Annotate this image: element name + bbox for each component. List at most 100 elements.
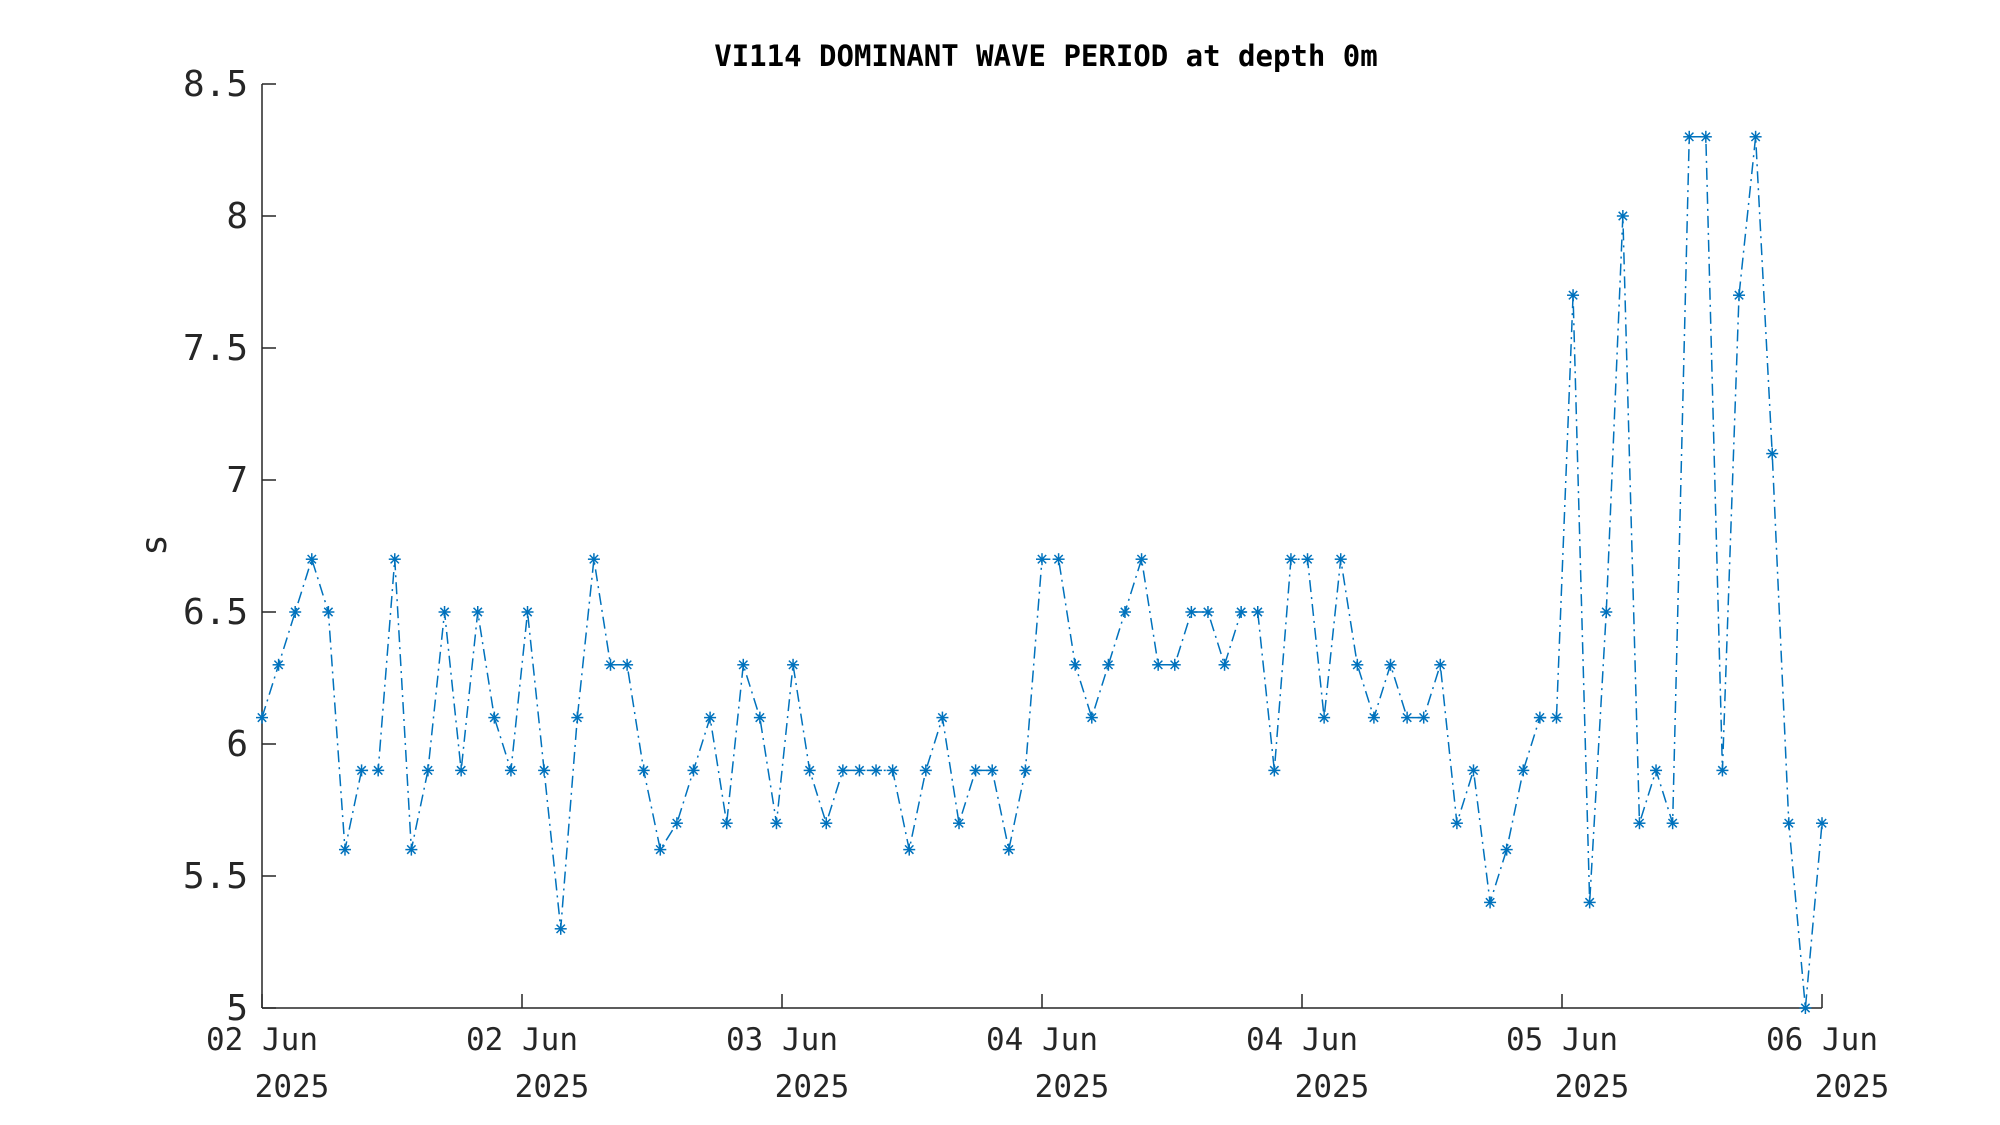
data-point [704,711,717,724]
data-point [1816,817,1828,830]
data-point [256,711,268,724]
data-point [1567,289,1580,302]
data-point [1517,764,1530,777]
data-point [1450,817,1463,830]
y-tick-label: 6.5 [183,592,248,633]
data-point [1766,447,1779,460]
data-point [919,764,932,777]
data-point [1484,896,1497,909]
x-tick-label-year: 2025 [1815,1069,1890,1105]
x-tick-label-year: 2025 [1295,1069,1370,1105]
x-tick-label-day: 04 Jun [1246,1022,1358,1058]
y-tick-label: 7.5 [183,328,248,369]
y-tick-label: 5 [226,988,248,1029]
data-point [1583,896,1596,909]
data-point [836,764,849,777]
data-point [820,817,833,830]
data-point [1152,658,1165,671]
data-point [737,658,750,671]
y-tick-label: 6 [226,724,248,765]
data-point [405,843,418,856]
data-point [886,764,899,777]
data-point [1434,658,1447,671]
data-point [1384,658,1397,671]
data-point [1218,658,1231,671]
x-tick-label-year: 2025 [775,1069,850,1105]
data-point [1351,658,1364,671]
data-point [1069,658,1082,671]
data-point [1085,711,1098,724]
data-point [571,711,584,724]
y-ticks: 5 5.5 6 6.5 7 7.5 8 8.5 [183,64,276,1029]
data-point [604,658,617,671]
data-point [504,764,517,777]
x-tick-label-day: 04 Jun [986,1022,1098,1058]
data-point [455,764,468,777]
data-point [1334,553,1347,566]
data-point [903,843,916,856]
y-tick-label: 7 [226,460,248,501]
data-point [1782,817,1795,830]
data-point [1650,764,1663,777]
data-point [1135,553,1148,566]
data-point [637,764,650,777]
x-tick-label-day: 05 Jun [1506,1022,1618,1058]
data-point [372,764,385,777]
data-point [1401,711,1414,724]
data-point [1168,658,1181,671]
x-tick-label-day: 02 Jun [206,1022,318,1058]
data-point [1367,711,1380,724]
data-point [554,922,567,935]
data-point [322,606,335,618]
axes [261,84,1822,1009]
data-point [770,817,783,830]
data-point [969,764,982,777]
data-point [1616,210,1629,222]
data-point [355,764,368,777]
data-point [1699,130,1712,143]
x-tick-label-year: 2025 [515,1069,590,1105]
x-ticks: 02 Jun 2025 02 Jun 2025 03 Jun 2025 04 Jun 2025… [206,994,1889,1105]
x-tick-label-day: 06 Jun [1766,1022,1878,1058]
data-point [1118,606,1131,618]
data-point [654,843,667,856]
data-point [587,553,600,566]
data-point [803,764,816,777]
series-line [261,136,1823,1009]
y-tick-label: 5.5 [183,856,248,897]
data-point [870,764,883,777]
data-point [1318,711,1331,724]
data-point [936,711,949,724]
data-point [438,606,451,618]
data-point [538,764,551,777]
data-point [1600,606,1613,618]
data-point [1417,711,1430,724]
data-point [986,764,999,777]
data-point [421,764,434,777]
data-point [1683,130,1696,143]
data-point [1201,606,1214,618]
data-point [1550,711,1563,724]
data-point [1301,553,1314,566]
data-point [720,817,733,830]
data-point [753,711,766,724]
data-point [953,817,966,830]
data-point [1716,764,1729,777]
data-point [1052,553,1065,566]
data-point [687,764,700,777]
data-point [1102,658,1115,671]
x-tick-label-year: 2025 [1555,1069,1630,1105]
data-point [1733,289,1746,302]
data-point [338,843,351,856]
data-point [1749,130,1762,143]
data-point [1799,1002,1812,1014]
data-point [787,658,800,671]
data-point [621,658,634,671]
x-tick-label-year: 2025 [1035,1069,1110,1105]
data-point [1533,711,1546,724]
data-point [388,553,401,566]
data-point [1284,553,1297,566]
x-tick-label-year: 2025 [255,1069,330,1105]
y-tick-label: 8.5 [183,64,248,105]
